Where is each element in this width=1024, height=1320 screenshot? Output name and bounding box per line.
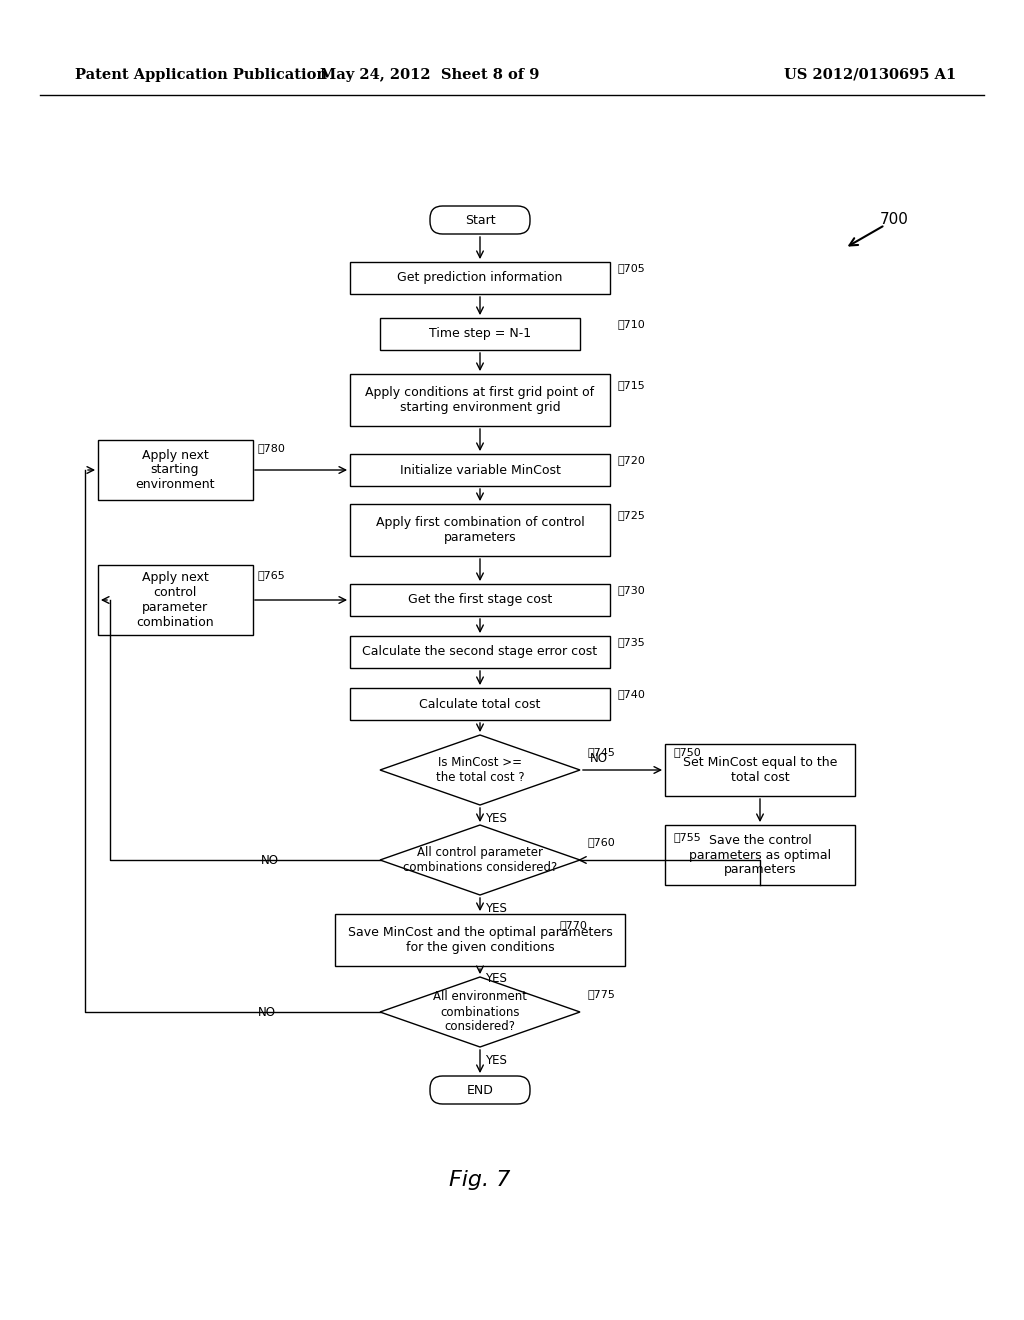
Text: 700: 700 [880,213,909,227]
Text: ⎳745: ⎳745 [588,747,615,756]
FancyBboxPatch shape [350,374,610,426]
Text: ⎳775: ⎳775 [588,989,615,999]
Text: May 24, 2012  Sheet 8 of 9: May 24, 2012 Sheet 8 of 9 [321,69,540,82]
Text: YES: YES [485,812,507,825]
Text: NO: NO [590,751,608,764]
Text: Get the first stage cost: Get the first stage cost [408,594,552,606]
Text: ⎳705: ⎳705 [618,263,646,273]
FancyBboxPatch shape [665,744,855,796]
FancyBboxPatch shape [97,565,253,635]
FancyBboxPatch shape [335,913,625,966]
Text: ⎳710: ⎳710 [618,319,646,329]
Text: ⎳725: ⎳725 [618,510,646,520]
Text: ⎳760: ⎳760 [588,837,615,847]
Text: YES: YES [485,1053,507,1067]
FancyBboxPatch shape [350,583,610,616]
Text: Patent Application Publication: Patent Application Publication [75,69,327,82]
FancyBboxPatch shape [350,504,610,556]
Text: Get prediction information: Get prediction information [397,272,562,285]
Text: ⎳735: ⎳735 [618,638,646,647]
FancyBboxPatch shape [430,206,530,234]
Text: Save MinCost and the optimal parameters
for the given conditions: Save MinCost and the optimal parameters … [347,927,612,954]
Text: NO: NO [258,1006,276,1019]
FancyBboxPatch shape [430,1076,530,1104]
Text: Time step = N-1: Time step = N-1 [429,327,531,341]
Polygon shape [380,735,580,805]
Text: Is MinCost >=
the total cost ?: Is MinCost >= the total cost ? [435,756,524,784]
Text: YES: YES [485,972,507,985]
Polygon shape [380,977,580,1047]
FancyBboxPatch shape [350,454,610,486]
FancyBboxPatch shape [350,261,610,294]
Text: ⎳765: ⎳765 [257,570,285,579]
Text: Start: Start [465,214,496,227]
Text: Calculate the second stage error cost: Calculate the second stage error cost [362,645,598,659]
Text: Apply next
control
parameter
combination: Apply next control parameter combination [136,572,214,630]
Text: Calculate total cost: Calculate total cost [419,697,541,710]
FancyBboxPatch shape [665,825,855,884]
FancyBboxPatch shape [380,318,580,350]
Text: ⎳780: ⎳780 [257,444,285,453]
Text: YES: YES [485,902,507,915]
Text: ⎳755: ⎳755 [673,832,700,842]
FancyBboxPatch shape [350,688,610,719]
FancyBboxPatch shape [97,440,253,500]
Text: Set MinCost equal to the
total cost: Set MinCost equal to the total cost [683,756,838,784]
FancyBboxPatch shape [350,636,610,668]
Text: ⎳715: ⎳715 [618,380,646,389]
Text: Initialize variable MinCost: Initialize variable MinCost [399,463,560,477]
Text: END: END [467,1084,494,1097]
Text: US 2012/0130695 A1: US 2012/0130695 A1 [784,69,956,82]
Text: All control parameter
combinations considered?: All control parameter combinations consi… [402,846,557,874]
Text: Apply conditions at first grid point of
starting environment grid: Apply conditions at first grid point of … [366,385,595,414]
Text: ⎳720: ⎳720 [618,455,646,465]
Text: ⎳730: ⎳730 [618,585,646,595]
Text: NO: NO [261,854,279,866]
Text: Save the control
parameters as optimal
parameters: Save the control parameters as optimal p… [689,833,831,876]
Text: Fig. 7: Fig. 7 [450,1170,511,1191]
Text: ⎳750: ⎳750 [673,747,700,756]
Polygon shape [380,825,580,895]
Text: Apply next
starting
environment: Apply next starting environment [135,449,215,491]
Text: All environment
combinations
considered?: All environment combinations considered? [433,990,527,1034]
Text: ⎳770: ⎳770 [560,920,588,931]
Text: Apply first combination of control
parameters: Apply first combination of control param… [376,516,585,544]
Text: ⎳740: ⎳740 [618,689,646,700]
